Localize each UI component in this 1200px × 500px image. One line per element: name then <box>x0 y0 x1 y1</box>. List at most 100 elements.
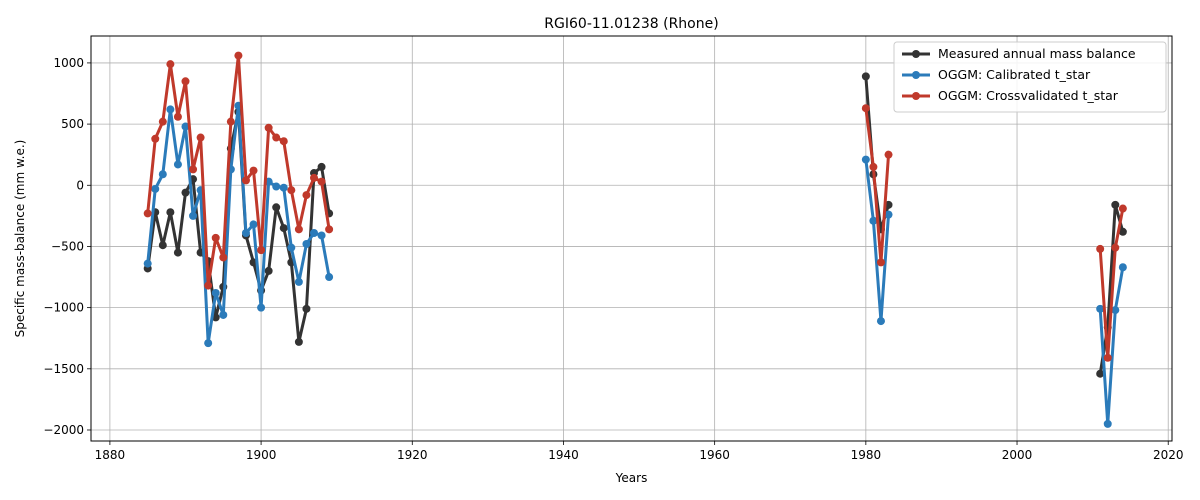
data-point <box>249 166 258 175</box>
data-point <box>204 281 213 290</box>
data-point <box>272 133 281 142</box>
x-axis-label: Years <box>615 471 648 485</box>
y-tick-label: 0 <box>76 178 84 192</box>
axes-layer: 1880 1900 1920 1940 1960 1980 2000 2020 −2000 −15… <box>43 56 1183 462</box>
series-3 <box>143 51 1127 362</box>
x-tick-label: 1900 <box>246 448 277 462</box>
data-point <box>1111 200 1120 209</box>
data-point <box>310 228 319 237</box>
data-point <box>143 259 152 268</box>
data-point <box>1096 304 1105 313</box>
data-point <box>861 72 870 81</box>
data-point <box>234 51 243 60</box>
data-point <box>219 253 228 262</box>
data-point <box>876 258 885 267</box>
data-point <box>272 203 281 212</box>
y-tick-label: 1000 <box>53 56 84 70</box>
data-point <box>861 104 870 113</box>
data-point <box>166 60 175 69</box>
data-point <box>325 273 334 282</box>
data-point <box>1118 227 1127 236</box>
data-point <box>279 137 288 146</box>
data-point <box>158 170 167 179</box>
data-point <box>211 288 220 297</box>
y-tick-label: −500 <box>51 239 84 253</box>
data-point <box>173 112 182 121</box>
data-point <box>166 208 175 217</box>
data-point <box>310 173 319 182</box>
data-point <box>204 339 213 348</box>
data-point <box>302 191 311 200</box>
legend-label: OGGM: Crossvalidated t_star <box>938 88 1119 103</box>
data-point <box>294 277 303 286</box>
y-tick-label: −1500 <box>43 362 84 376</box>
data-point <box>1111 243 1120 252</box>
data-point <box>166 105 175 114</box>
data-point <box>173 160 182 169</box>
data-point <box>143 209 152 218</box>
data-point <box>226 117 235 126</box>
data-point <box>189 211 198 220</box>
y-tick-label: −1000 <box>43 301 84 315</box>
data-point <box>861 155 870 164</box>
x-tick-label: 1940 <box>548 448 579 462</box>
x-tick-label: 2000 <box>1002 448 1033 462</box>
series-2 <box>143 101 1127 428</box>
data-point <box>1096 369 1105 378</box>
data-point <box>287 186 296 195</box>
legend-marker <box>912 92 920 100</box>
data-point <box>257 246 266 255</box>
data-point <box>876 317 885 326</box>
legend-box <box>893 41 1167 113</box>
data-point <box>158 117 167 126</box>
data-point <box>189 165 198 174</box>
data-point <box>279 224 288 233</box>
x-tick-label: 1880 <box>95 448 126 462</box>
data-point <box>294 337 303 346</box>
data-point <box>884 150 893 159</box>
data-point <box>869 216 878 225</box>
data-point <box>264 266 273 275</box>
data-point <box>302 304 311 313</box>
data-point <box>1103 353 1112 362</box>
legend-label: Measured annual mass balance <box>938 46 1136 61</box>
plot-frame <box>90 35 1173 442</box>
data-point <box>302 240 311 249</box>
data-point <box>1118 204 1127 213</box>
legend-marker <box>912 50 920 58</box>
legend-label: OGGM: Calibrated t_star <box>938 67 1091 82</box>
data-point <box>181 122 190 131</box>
data-point <box>181 77 190 86</box>
data-point <box>279 183 288 192</box>
x-tick-label: 1980 <box>851 448 882 462</box>
data-point <box>1118 263 1127 272</box>
data-point <box>294 225 303 234</box>
data-point <box>869 162 878 171</box>
data-point <box>317 231 326 240</box>
series-line <box>1098 208 1125 360</box>
x-tick-label: 1960 <box>699 448 730 462</box>
data-point <box>158 241 167 250</box>
data-point <box>173 248 182 257</box>
data-point <box>211 233 220 242</box>
x-tick-label: 2020 <box>1153 448 1184 462</box>
data-point <box>325 225 334 234</box>
data-point <box>287 243 296 252</box>
series-line <box>1098 266 1125 426</box>
chart-title: RGI60-11.01238 (Rhone) <box>544 16 718 32</box>
y-tick-label: 500 <box>61 117 84 131</box>
series-layer <box>143 51 1127 428</box>
data-point <box>219 310 228 319</box>
series-1 <box>143 72 1127 378</box>
data-point <box>1096 244 1105 253</box>
x-tick-label: 1920 <box>397 448 428 462</box>
data-point <box>257 303 266 312</box>
y-tick-label: −2000 <box>43 423 84 437</box>
data-point <box>1103 419 1112 428</box>
data-point <box>272 182 281 191</box>
legend: Measured annual mass balance OGGM: Calibr… <box>893 41 1167 113</box>
data-point <box>181 188 190 197</box>
data-point <box>151 134 160 143</box>
data-point <box>317 162 326 171</box>
